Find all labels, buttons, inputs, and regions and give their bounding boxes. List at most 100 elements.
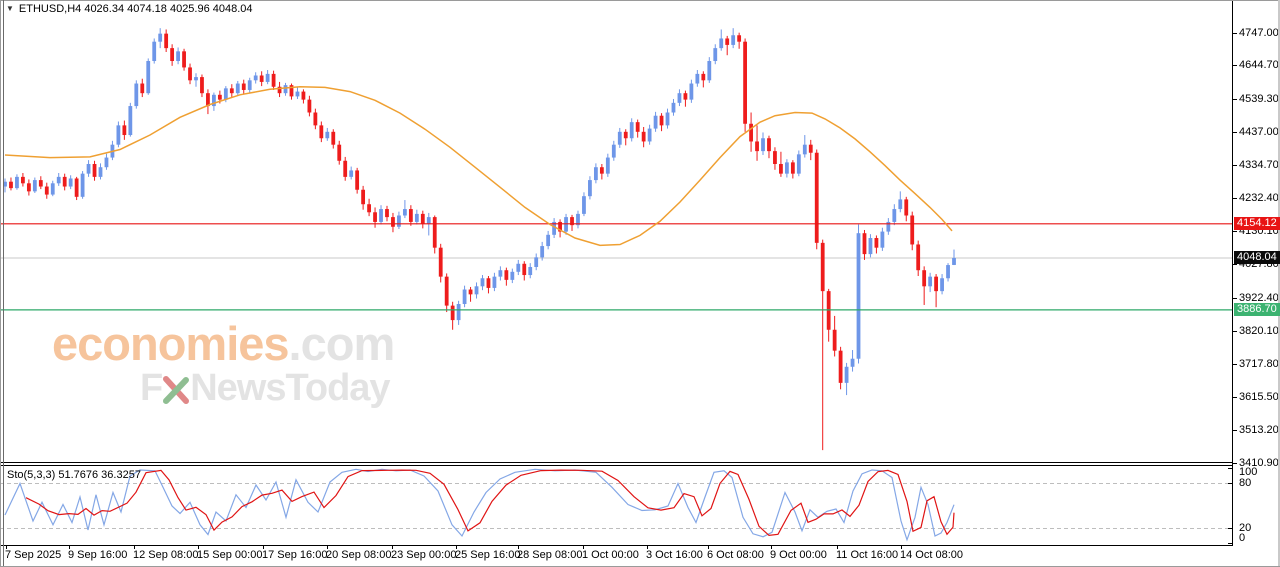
watermark-f: F — [140, 367, 163, 409]
candle-body — [432, 217, 437, 248]
candle-body — [456, 304, 461, 321]
main-chart-canvas[interactable] — [0, 0, 1232, 462]
candle-body — [450, 305, 455, 321]
candle-body — [629, 122, 634, 139]
stoch-tick-label: 20 — [1239, 522, 1252, 534]
candle-body — [838, 350, 843, 383]
candle-body — [820, 242, 825, 292]
candle-body — [773, 151, 777, 164]
candle-body — [552, 221, 557, 235]
candle-body — [755, 141, 759, 152]
candle-body — [402, 209, 407, 216]
time-tick-label: 17 Sep 16:00 — [262, 549, 328, 561]
candle-body — [540, 246, 545, 258]
time-tick-mark — [708, 545, 709, 549]
candle-body — [719, 38, 724, 49]
symbol-dropdown-icon[interactable]: ▼ — [6, 4, 14, 13]
candle-body — [802, 144, 807, 155]
candle-body — [498, 270, 503, 277]
candle-body — [582, 196, 586, 214]
candle-body — [253, 75, 258, 81]
candle-body — [689, 83, 694, 100]
stoch-tick-label: 0 — [1239, 531, 1246, 544]
price-tick-label: 4539.30 — [1239, 93, 1279, 106]
candle-body — [158, 33, 163, 42]
price-tick-label: 4232.40 — [1239, 192, 1279, 205]
stochastic-canvas[interactable] — [0, 465, 1232, 545]
candle-body — [928, 276, 933, 287]
candle-body — [212, 94, 216, 107]
time-tick-label: 9 Sep 16:00 — [68, 549, 128, 561]
price-tick-label: 4130.10 — [1239, 225, 1279, 238]
price-tick-label: 3410.90 — [1239, 456, 1279, 469]
candle-body — [116, 125, 121, 145]
candle-body — [904, 199, 909, 216]
candle-body — [44, 186, 49, 195]
candle-body — [21, 176, 25, 184]
price-tick-mark — [1232, 263, 1237, 265]
stoch-tick-label: 100 — [1239, 465, 1258, 478]
price-tick-label: 3922.40 — [1239, 291, 1279, 304]
candle-body — [767, 138, 771, 152]
candle-body — [355, 170, 360, 190]
candle-body — [235, 83, 240, 94]
price-axis: 4747.00 4644.70 4539.30 4437.00 4334.70 4232.… — [1232, 0, 1280, 545]
candle-body — [635, 122, 640, 132]
candle-body — [570, 217, 574, 226]
candle-body — [128, 106, 133, 136]
moving-average-line[interactable] — [4, 86, 953, 247]
candle-body — [492, 276, 497, 288]
candle-body — [862, 233, 867, 255]
time-tick-mark — [647, 545, 648, 549]
watermark-x-icon — [163, 376, 190, 404]
stoch-tick-label: 80 — [1239, 477, 1252, 489]
candle-body — [647, 128, 652, 142]
candle-body — [576, 213, 580, 226]
candle-body — [808, 144, 813, 153]
candle-body — [707, 61, 712, 81]
watermark: economies.com F NewsToday — [52, 320, 395, 409]
candle-body — [623, 131, 628, 139]
indicator-label: Sto(5,3,3) 51.7676 36.3257 — [7, 469, 141, 481]
candle-body — [522, 263, 527, 276]
candle-body — [952, 257, 956, 265]
candle-body — [307, 99, 312, 113]
price-tick-mark — [1232, 297, 1237, 299]
candle-body — [880, 231, 885, 248]
candle-body — [468, 289, 473, 295]
price-tick-mark — [1232, 99, 1237, 101]
time-tick-label: 1 Oct 00:00 — [582, 549, 639, 561]
price-tick-mark — [1232, 132, 1237, 134]
panel-splitter[interactable] — [0, 462, 1232, 463]
candle-body — [653, 115, 658, 129]
candle-body — [504, 270, 509, 280]
candle-body — [397, 215, 401, 227]
candle-body — [593, 167, 598, 181]
stoch-tick-mark — [1228, 543, 1233, 544]
candle-body — [934, 276, 939, 292]
price-flag-current-price: 4048.04 — [1234, 251, 1280, 265]
price-tick-mark — [1232, 32, 1237, 34]
candle-body — [146, 61, 151, 94]
candle-body — [940, 278, 944, 292]
candle-body — [886, 221, 891, 232]
candle-body — [68, 178, 73, 187]
candle-body — [558, 221, 562, 232]
symbol-ohlc-header: ▼ ETHUSD,H4 4026.34 4074.18 4025.96 4048.… — [6, 3, 253, 15]
candle-body — [420, 213, 425, 224]
candle-body — [486, 278, 491, 288]
candle-body — [86, 163, 91, 174]
candle-body — [134, 83, 139, 107]
candle-body — [188, 67, 192, 81]
watermark-brand: economies.com — [52, 320, 395, 367]
candle-body — [385, 209, 389, 218]
time-tick-mark — [327, 545, 328, 549]
candle-body — [671, 102, 676, 113]
time-tick-mark — [198, 545, 199, 549]
time-tick-mark — [583, 545, 584, 549]
candle-body — [229, 88, 234, 94]
price-tick-mark — [1232, 429, 1237, 431]
candle-body — [247, 80, 252, 90]
price-tick-mark — [1232, 165, 1237, 167]
price-tick-mark — [1232, 198, 1237, 200]
